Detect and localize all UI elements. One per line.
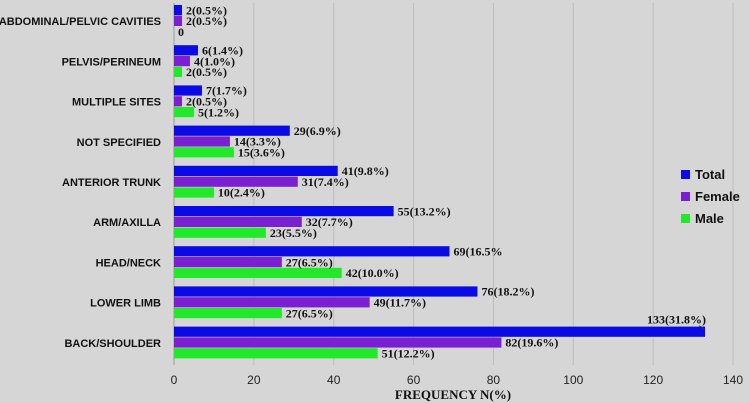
category-label: LOWER LIMB: [90, 298, 161, 310]
category-label: MULTIPLE SITES: [72, 97, 161, 109]
data-label: 10(2.4%): [218, 186, 265, 200]
bar-male: [174, 227, 266, 238]
bar-total: [174, 286, 478, 297]
category-label: PELVIS/PERINEUM: [62, 56, 161, 68]
legend-label-male: Male: [695, 211, 724, 226]
bar-male: [174, 267, 342, 278]
x-tick-label: 100: [563, 373, 583, 387]
bar-female: [174, 257, 282, 268]
data-label: 76(18.2%): [481, 285, 534, 299]
bar-total: [174, 45, 198, 56]
bar-male: [174, 308, 282, 319]
data-label: 27(6.5%): [286, 255, 333, 269]
data-label: 69(16.5%: [454, 245, 503, 259]
data-label: 4(1.0%): [194, 54, 235, 68]
x-tick-label: 60: [407, 373, 421, 387]
data-label: 15(3.6%): [238, 146, 285, 160]
x-tick-label: 140: [723, 373, 743, 387]
category-label: HEAD/NECK: [96, 257, 161, 269]
bar-total: [174, 125, 290, 136]
data-label: 29(6.9%): [294, 124, 341, 138]
bar-female: [174, 216, 302, 227]
category-label: ABDOMINAL/PELVIC CAVITIES: [0, 16, 161, 28]
data-label: 51(12.2%): [382, 347, 435, 361]
bar-female: [174, 96, 182, 107]
data-label: 55(13.2%): [398, 204, 451, 218]
category-label: ANTERIOR TRUNK: [62, 177, 161, 189]
data-label: 6(1.4%): [202, 44, 243, 58]
bar-female: [174, 176, 298, 187]
bar-total: [174, 246, 450, 257]
data-label: 27(6.5%): [286, 306, 333, 320]
legend-label-total: Total: [695, 167, 725, 182]
bar-male: [174, 147, 234, 158]
category-labels: ABDOMINAL/PELVIC CAVITIES PELVIS/PERINEUM…: [0, 16, 161, 350]
data-label: 31(7.4%): [302, 175, 349, 189]
bar-male: [174, 66, 182, 77]
data-label: 2(0.5%): [186, 14, 227, 28]
data-label-leader: [698, 325, 705, 329]
bar-total: [174, 206, 394, 217]
bar-female: [174, 15, 182, 26]
legend-swatch-female: [681, 192, 690, 201]
x-tick-label: 20: [247, 373, 261, 387]
legend: Total Female Male: [681, 167, 740, 226]
legend-swatch-total: [681, 170, 690, 179]
data-label: 14(3.3%): [234, 135, 281, 149]
bars: [174, 5, 706, 359]
category-label: NOT SPECIFIED: [77, 137, 161, 149]
data-label: 32(7.7%): [306, 215, 353, 229]
data-label: 133(31.8%): [647, 313, 706, 327]
bar-total: [174, 85, 202, 96]
x-tick-label: 120: [643, 373, 663, 387]
bar-female: [174, 136, 230, 147]
data-label: 7(1.7%): [206, 84, 247, 98]
data-label: 49(11.7%): [374, 296, 426, 310]
x-tick-label: 80: [487, 373, 501, 387]
data-label: 0: [178, 25, 184, 39]
x-tick-labels: 0 20 40 60 80 100 120 140: [171, 373, 744, 387]
legend-swatch-male: [681, 214, 690, 223]
x-tick-label: 40: [327, 373, 341, 387]
bar-female: [174, 56, 190, 67]
bar-male: [174, 348, 378, 359]
data-labels: 2(0.5%)2(0.5%)06(1.4%)4(1.0%)2(0.5%)7(1.…: [178, 3, 706, 360]
bar-total: [174, 5, 182, 16]
data-label: 23(5.5%): [270, 226, 317, 240]
bar-female: [174, 297, 370, 308]
data-label: 41(9.8%): [342, 164, 389, 178]
bar-total: [174, 165, 338, 176]
data-label: 42(10.0%): [346, 266, 399, 280]
legend-label-female: Female: [695, 189, 740, 204]
category-label: ARM/AXILLA: [93, 217, 161, 229]
data-label: 5(1.2%): [198, 105, 239, 119]
bar-female: [174, 337, 502, 348]
bar-male: [174, 107, 194, 118]
bar-male: [174, 187, 214, 198]
bar-total: [174, 326, 706, 337]
data-label: 82(19.6%): [505, 336, 558, 350]
data-label: 2(0.5%): [186, 3, 227, 17]
data-label: 2(0.5%): [186, 95, 227, 109]
x-axis-title: FREQUENCY N(%): [395, 387, 511, 402]
data-label: 2(0.5%): [186, 65, 227, 79]
category-label: BACK/SHOULDER: [64, 338, 161, 350]
x-tick-label: 0: [171, 373, 178, 387]
